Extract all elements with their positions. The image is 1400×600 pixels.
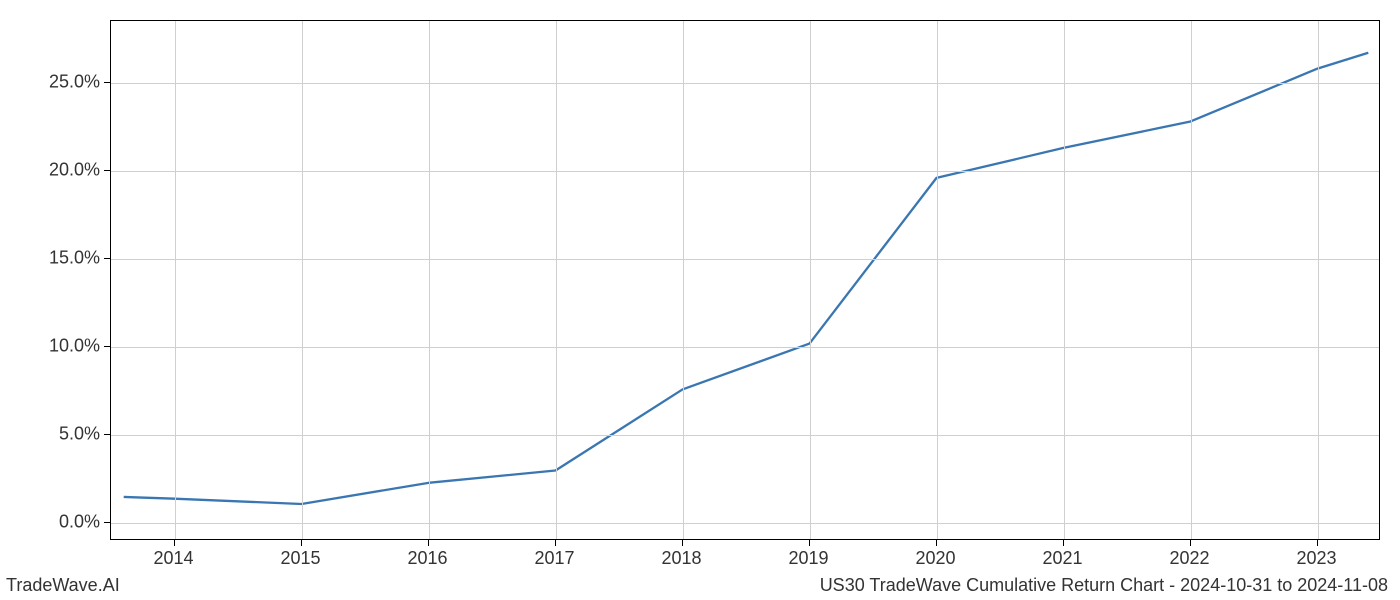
x-tick-label: 2017 [534, 548, 574, 569]
y-tick-label: 15.0% [49, 247, 100, 268]
grid-line-horizontal [111, 523, 1379, 524]
x-tick-label: 2014 [153, 548, 193, 569]
y-tick-label: 5.0% [59, 424, 100, 445]
y-tick-mark [104, 258, 110, 259]
plot-area [110, 20, 1380, 540]
y-tick-mark [104, 434, 110, 435]
x-tick-mark [555, 540, 556, 546]
x-tick-mark [1317, 540, 1318, 546]
y-tick-mark [104, 82, 110, 83]
footer-right-text: US30 TradeWave Cumulative Return Chart -… [820, 575, 1388, 596]
x-tick-label: 2016 [407, 548, 447, 569]
x-tick-mark [809, 540, 810, 546]
grid-line-horizontal [111, 259, 1379, 260]
x-tick-mark [936, 540, 937, 546]
grid-line-vertical [1191, 21, 1192, 539]
grid-line-vertical [302, 21, 303, 539]
line-series-path [124, 53, 1369, 504]
x-tick-label: 2018 [661, 548, 701, 569]
x-tick-mark [301, 540, 302, 546]
x-tick-mark [1190, 540, 1191, 546]
x-tick-label: 2022 [1169, 548, 1209, 569]
grid-line-horizontal [111, 347, 1379, 348]
grid-line-horizontal [111, 171, 1379, 172]
grid-line-vertical [937, 21, 938, 539]
grid-line-vertical [429, 21, 430, 539]
grid-line-vertical [1064, 21, 1065, 539]
y-tick-mark [104, 346, 110, 347]
x-tick-mark [682, 540, 683, 546]
y-tick-label: 10.0% [49, 336, 100, 357]
y-tick-label: 25.0% [49, 71, 100, 92]
footer-left-text: TradeWave.AI [6, 575, 120, 596]
grid-line-vertical [810, 21, 811, 539]
x-tick-label: 2015 [280, 548, 320, 569]
grid-line-horizontal [111, 83, 1379, 84]
x-tick-label: 2019 [788, 548, 828, 569]
grid-line-vertical [175, 21, 176, 539]
grid-line-horizontal [111, 435, 1379, 436]
y-tick-label: 20.0% [49, 159, 100, 180]
x-tick-label: 2020 [915, 548, 955, 569]
x-tick-mark [428, 540, 429, 546]
y-tick-mark [104, 522, 110, 523]
y-tick-label: 0.0% [59, 512, 100, 533]
chart-container: TradeWave.AI US30 TradeWave Cumulative R… [0, 0, 1400, 600]
grid-line-vertical [556, 21, 557, 539]
y-tick-mark [104, 170, 110, 171]
grid-line-vertical [683, 21, 684, 539]
x-tick-label: 2021 [1042, 548, 1082, 569]
x-tick-label: 2023 [1296, 548, 1336, 569]
x-tick-mark [174, 540, 175, 546]
grid-line-vertical [1318, 21, 1319, 539]
x-tick-mark [1063, 540, 1064, 546]
